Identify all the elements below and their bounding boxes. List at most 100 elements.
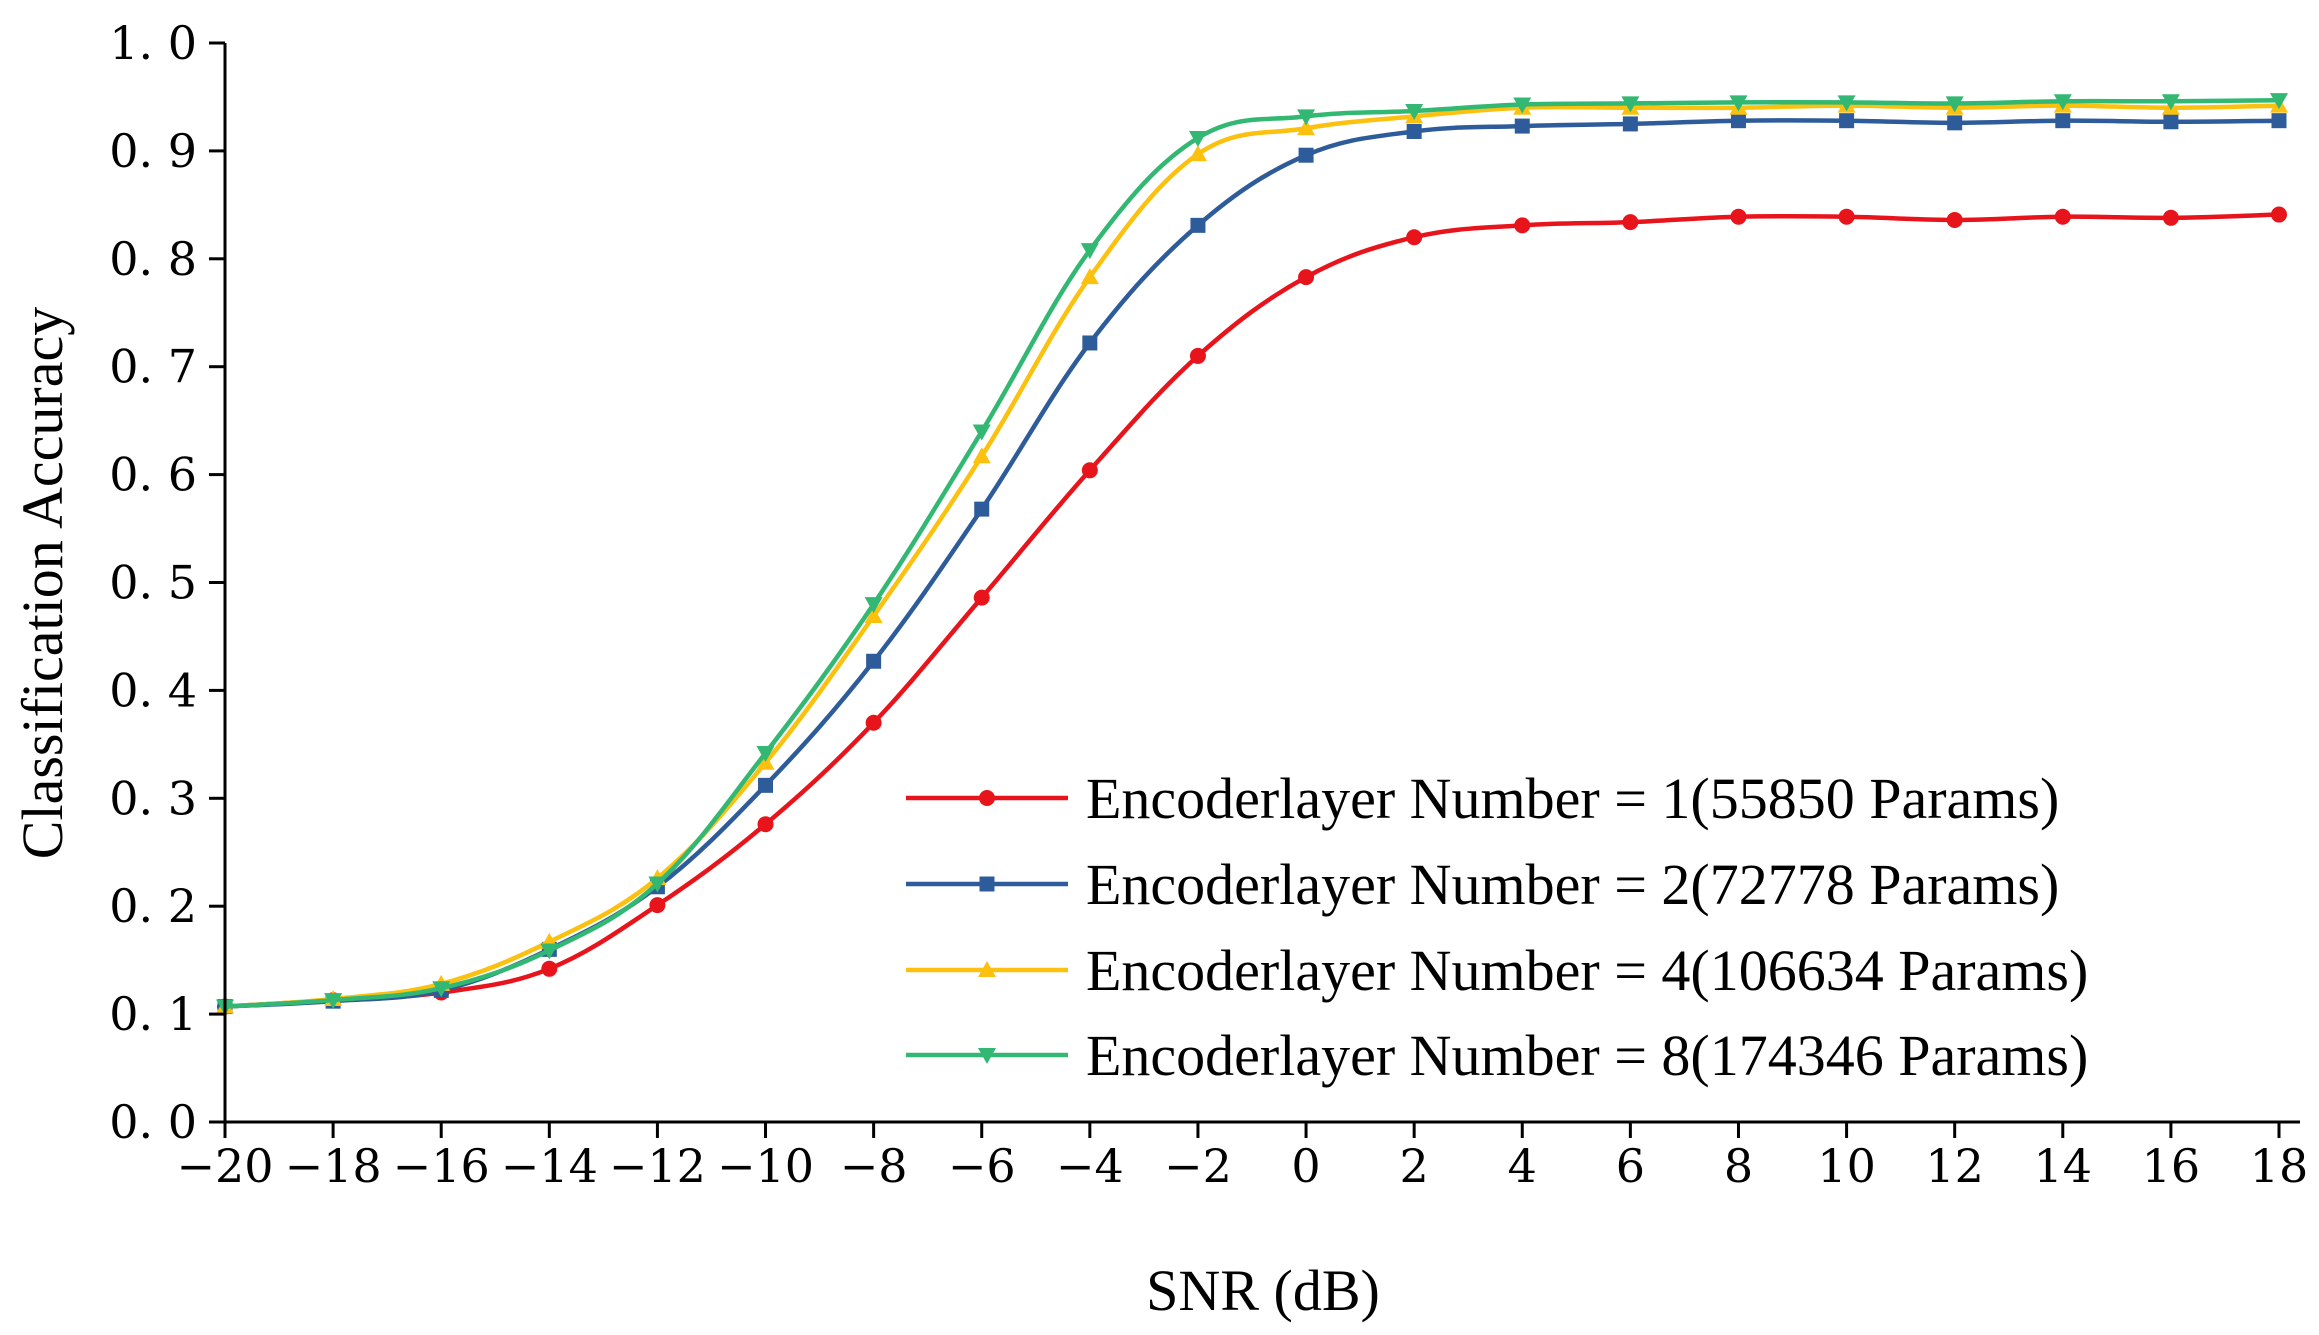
x-tick-label: −6 [948,1139,1016,1193]
ticks-layer: −20 −18 −16 −14 −12 −10 −8 −6 −4 −2 0 2 4 6 8 10 12 14 16 1… [109,16,2308,1193]
legend-item-2: Encoderlayer Number = 2(72778 Params) [906,852,2059,917]
data-point [1190,217,1206,233]
data-point [972,424,991,441]
data-point [758,777,774,793]
x-tick-label: −12 [609,1139,706,1193]
data-point [1730,113,1746,129]
x-axis-title: SNR (dB) [1146,1258,1380,1323]
data-point [756,745,775,762]
y-tick-label: 0. 6 [109,448,197,502]
x-tick-label: −16 [393,1139,490,1193]
data-point [972,447,991,464]
y-tick-label: 0. 3 [109,771,197,825]
data-point [1946,211,1963,228]
data-point [1189,347,1206,364]
data-point [1837,95,1856,112]
legend-item-4: Encoderlayer Number = 8(174346 Params) [906,1023,2088,1088]
data-point [864,597,883,614]
x-tick-label: −18 [285,1139,382,1193]
data-point [1947,115,1963,131]
x-tick-label: −8 [840,1139,908,1193]
x-tick-label: −14 [501,1139,598,1193]
y-tick-label: 0. 5 [109,556,197,610]
y-tick-label: 0. 2 [109,879,197,933]
x-tick-label: −4 [1056,1139,1124,1193]
y-tick-label: 0. 7 [109,340,197,394]
series-line-1 [222,212,2282,1009]
x-tick-label: 16 [2142,1139,2201,1193]
data-point [649,897,666,914]
legend-item-1: Encoderlayer Number = 1(55850 Params) [906,766,2059,831]
data-point [541,960,558,977]
data-point [1082,335,1098,351]
data-point [1188,130,1207,147]
data-point [2161,94,2180,111]
data-point [1730,208,1747,225]
data-point [2163,114,2179,130]
data-point [1622,116,1638,132]
data-point [2271,206,2287,223]
data-point [864,606,883,623]
x-tick-label: 18 [2250,1139,2309,1193]
data-point [1298,269,1315,286]
legend-marker [979,876,995,892]
series-4 [216,93,2288,1016]
data-point [2162,209,2179,226]
data-point [1945,96,1964,113]
data-point [1081,462,1098,479]
series-line-4 [222,97,2282,1009]
x-tick-label: 12 [1925,1139,1984,1193]
data-point [1729,95,1748,112]
x-tick-label: 8 [1724,1139,1753,1193]
legend-marker [978,1048,996,1064]
x-tick-label: 14 [2034,1139,2093,1193]
legend-label: Encoderlayer Number = 4(106634 Params) [1086,938,2088,1003]
data-point [2055,113,2071,129]
x-tick-label: −20 [176,1139,273,1193]
data-point [1297,109,1316,126]
data-point [2054,208,2071,225]
data-point [1513,97,1532,114]
data-point [973,589,990,606]
data-point [865,714,882,731]
y-axis-title: Classification Accuracy [10,307,75,859]
y-tick-label: 1. 0 [109,16,197,70]
legend-label: Encoderlayer Number = 1(55850 Params) [1086,766,2059,831]
x-tick-label: 4 [1508,1139,1537,1193]
x-tick-label: 0 [1291,1139,1320,1193]
data-point [1188,145,1207,162]
data-point [432,981,451,998]
data-point [757,816,774,833]
series-layer [216,93,2288,1016]
data-point [540,943,559,960]
legend-marker [979,790,995,806]
legend-item-3: Encoderlayer Number = 4(106634 Params) [906,938,2088,1003]
y-tick-label: 0. 0 [109,1095,197,1149]
data-point [324,993,343,1010]
y-tick-label: 0. 4 [109,663,197,717]
data-point [1405,103,1424,120]
data-point [1406,229,1423,246]
data-point [2270,93,2288,110]
data-point [1297,119,1316,136]
data-point [2271,113,2287,129]
data-point [1298,147,1314,163]
legend-label: Encoderlayer Number = 8(174346 Params) [1086,1023,2088,1088]
data-point [1622,214,1639,231]
x-tick-label: −2 [1164,1139,1232,1193]
x-tick-label: −10 [717,1139,814,1193]
data-point [866,653,882,669]
y-tick-label: 0. 8 [109,232,197,286]
data-point [2053,94,2072,111]
y-tick-label: 0. 9 [109,124,197,178]
data-point [974,501,990,517]
x-tick-label: 6 [1616,1139,1645,1193]
x-tick-label: 2 [1400,1139,1429,1193]
legend-label: Encoderlayer Number = 2(72778 Params) [1086,852,2059,917]
data-point [1838,208,1855,225]
data-point [1080,243,1099,260]
data-point [1406,123,1422,139]
legend-marker [978,961,996,977]
legend: Encoderlayer Number = 1(55850 Params) Enc… [906,766,2088,1088]
